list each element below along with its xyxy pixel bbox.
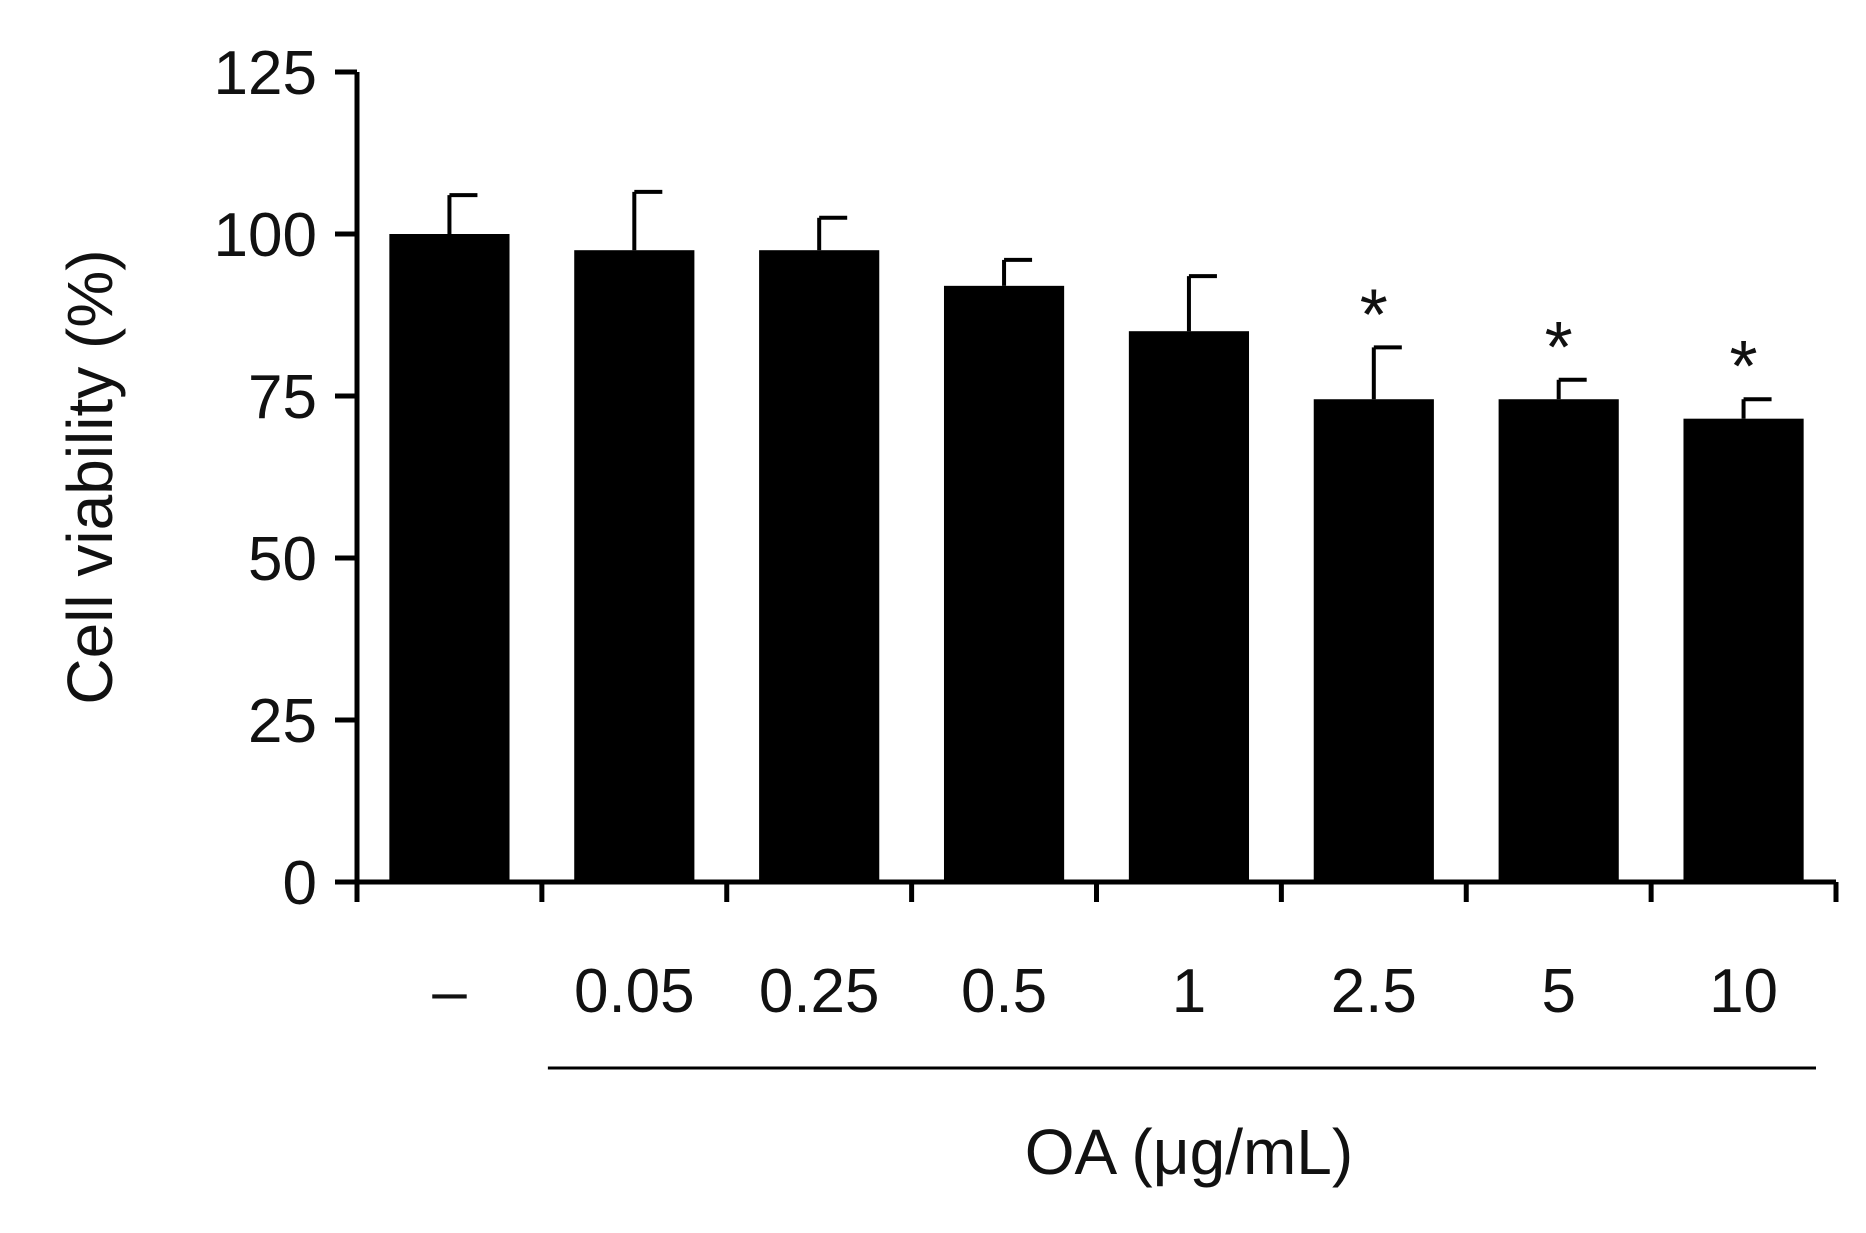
y-tick-label: 100 bbox=[214, 201, 317, 270]
y-tick-label: 75 bbox=[248, 363, 317, 432]
bar bbox=[1498, 399, 1619, 882]
y-tick-label: 50 bbox=[248, 525, 317, 594]
bar bbox=[1128, 331, 1250, 882]
significance-marker: * bbox=[1545, 308, 1573, 388]
category-labels-layer: – 0.05 0.25 0.5 1 2.5 5 10 bbox=[432, 957, 1778, 1026]
bar bbox=[1683, 418, 1804, 882]
category-label: 2.5 bbox=[1331, 957, 1417, 1026]
significance-marker: * bbox=[1360, 275, 1388, 355]
category-label: 1 bbox=[1172, 957, 1206, 1026]
y-axis-title: Cell viability (%) bbox=[54, 249, 126, 704]
bar bbox=[759, 250, 880, 882]
y-tick-label: 125 bbox=[214, 39, 317, 108]
category-label: 5 bbox=[1541, 957, 1575, 1026]
bars-layer bbox=[389, 234, 1804, 883]
significance-layer: * * * bbox=[1360, 275, 1758, 407]
x-axis-title: OA (μg/mL) bbox=[1025, 1116, 1354, 1188]
category-label: 0.05 bbox=[574, 957, 695, 1026]
significance-marker: * bbox=[1730, 327, 1758, 407]
y-tick-label: 0 bbox=[283, 849, 317, 918]
x-ticks-layer bbox=[354, 882, 1839, 902]
category-label: 0.25 bbox=[759, 957, 880, 1026]
y-tick-label: 25 bbox=[248, 687, 317, 756]
category-label: – bbox=[432, 957, 467, 1026]
category-label: 10 bbox=[1709, 957, 1778, 1026]
category-label: 0.5 bbox=[961, 957, 1047, 1026]
bar bbox=[574, 250, 695, 882]
y-ticks-layer: 0 25 50 75 100 125 bbox=[214, 39, 357, 918]
error-bars-layer bbox=[447, 189, 1772, 419]
bar bbox=[943, 285, 1065, 883]
bar bbox=[1313, 399, 1434, 882]
bar bbox=[389, 234, 510, 882]
